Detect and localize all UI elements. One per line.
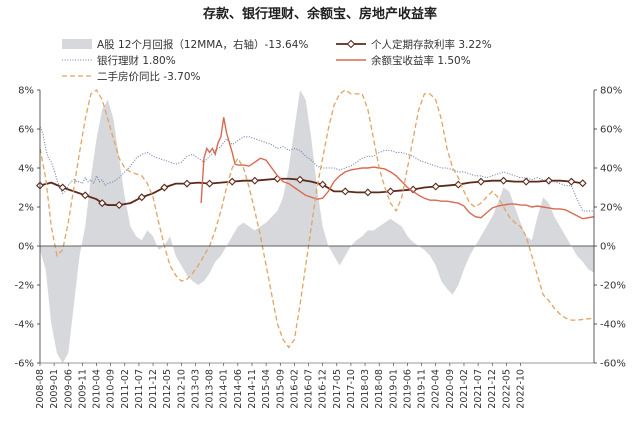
deposit-rate-marker bbox=[160, 183, 169, 192]
x-tick-label: 2021-02 bbox=[459, 369, 470, 409]
x-tick-label: 2014-01 bbox=[219, 369, 230, 409]
right-tick-label: 20% bbox=[600, 203, 622, 214]
right-tick-label: -20% bbox=[600, 281, 626, 292]
x-tick-label: 2022-05 bbox=[501, 369, 512, 409]
x-tick-label: 2009-06 bbox=[63, 369, 74, 409]
x-tick-label: 2014-06 bbox=[233, 369, 244, 409]
left-tick-label: 2% bbox=[18, 203, 34, 214]
deposit-rate-marker bbox=[318, 180, 327, 189]
legend-item: 二手房价同比 -3.70% bbox=[62, 70, 201, 83]
x-tick-label: 2019-06 bbox=[402, 369, 413, 409]
deposit-rate-marker bbox=[250, 176, 259, 185]
right-tick-label: -40% bbox=[600, 320, 626, 331]
left-tick-label: 0% bbox=[18, 242, 34, 253]
x-tick-label: 2022-10 bbox=[516, 369, 527, 409]
series-line-yuebao bbox=[200, 117, 595, 220]
legend-label: 余额宝收益率 1.50% bbox=[371, 54, 471, 67]
x-tick-label: 2020-09 bbox=[445, 369, 456, 409]
legend-label: 二手房价同比 -3.70% bbox=[97, 70, 201, 83]
left-tick-label: -4% bbox=[15, 320, 34, 331]
x-tick-label: 2013-03 bbox=[190, 369, 201, 409]
right-tick-label: -60% bbox=[600, 359, 626, 370]
x-tick-label: 2013-08 bbox=[205, 369, 216, 409]
x-tick-label: 2014-11 bbox=[247, 369, 258, 409]
x-tick-label: 2009-01 bbox=[49, 369, 60, 409]
legend-item: 个人定期存款利率 3.22% bbox=[336, 38, 492, 51]
x-tick-label: 2017-10 bbox=[346, 369, 357, 409]
x-tick-label: 2021-12 bbox=[487, 369, 498, 409]
x-tick-label: 2018-03 bbox=[360, 369, 371, 409]
chart-title: 存款、银行理财、余额宝、房地产收益率 bbox=[203, 6, 437, 22]
deposit-rate-marker bbox=[476, 177, 485, 186]
deposit-rate-marker bbox=[183, 179, 191, 188]
deposit-rate-marker bbox=[578, 179, 587, 188]
left-tick-label: -2% bbox=[15, 281, 34, 292]
right-tick-label: 80% bbox=[600, 86, 622, 97]
legend-swatch-diamond bbox=[346, 39, 356, 49]
left-tick-label: 6% bbox=[18, 125, 34, 136]
legend-item: A股 12个月回报（12MMA，右轴）-13.64% bbox=[62, 38, 308, 51]
x-tick-label: 2017-05 bbox=[332, 369, 343, 409]
deposit-rate-marker bbox=[115, 201, 124, 210]
deposit-rate-marker bbox=[98, 199, 107, 208]
x-tick-label: 2015-04 bbox=[261, 369, 272, 409]
x-tick-label: 2019-01 bbox=[388, 369, 399, 409]
deposit-rate-marker bbox=[205, 179, 214, 188]
x-tick-label: 2010-04 bbox=[92, 369, 103, 409]
deposit-rate-marker bbox=[409, 185, 418, 194]
deposit-rate-marker bbox=[58, 183, 67, 192]
x-tick-label: 2012-10 bbox=[176, 369, 187, 409]
deposit-rate-marker bbox=[137, 193, 146, 202]
left-tick-label: 4% bbox=[18, 164, 34, 175]
x-tick-label: 2011-12 bbox=[148, 369, 159, 409]
x-tick-label: 2016-12 bbox=[318, 369, 329, 409]
right-tick-label: 40% bbox=[600, 164, 622, 175]
left-tick-label: -6% bbox=[15, 359, 34, 370]
deposit-rate-marker bbox=[81, 191, 90, 200]
x-tick-label: 2009-11 bbox=[77, 369, 88, 409]
series-area-a-share-return bbox=[40, 90, 594, 363]
deposit-rate-marker bbox=[567, 177, 576, 186]
legend-label: 个人定期存款利率 3.22% bbox=[371, 38, 492, 51]
deposit-rate-marker bbox=[522, 177, 531, 186]
right-tick-label: 60% bbox=[600, 125, 622, 136]
deposit-rate-marker bbox=[296, 175, 305, 184]
series-line-bank-wealth bbox=[39, 126, 594, 212]
legend-item: 余额宝收益率 1.50% bbox=[336, 54, 471, 67]
x-tick-label: 2019-11 bbox=[417, 369, 428, 409]
x-tick-label: 2012-05 bbox=[162, 369, 173, 409]
left-tick-label: 8% bbox=[18, 86, 34, 97]
legend-item: 银行理财 1.80% bbox=[62, 54, 176, 67]
x-tick-label: 2021-07 bbox=[473, 369, 484, 409]
x-tick-label: 2016-07 bbox=[304, 369, 315, 409]
x-tick-label: 2018-08 bbox=[374, 369, 385, 409]
deposit-rate-marker bbox=[431, 182, 440, 191]
deposit-rate-marker bbox=[499, 176, 508, 185]
legend-label: 银行理财 1.80% bbox=[97, 54, 176, 67]
deposit-rate-marker bbox=[544, 176, 553, 185]
x-tick-label: 2016-02 bbox=[289, 369, 300, 409]
x-tick-label: 2011-02 bbox=[120, 369, 131, 409]
right-tick-label: 0% bbox=[600, 242, 616, 253]
deposit-rate-marker bbox=[341, 187, 350, 196]
deposit-rate-marker bbox=[363, 188, 372, 197]
deposit-rate-marker bbox=[386, 187, 395, 196]
deposit-rate-marker bbox=[228, 177, 237, 186]
x-tick-label: 2010-09 bbox=[106, 369, 117, 409]
legend-label: A股 12个月回报（12MMA，右轴）-13.64% bbox=[97, 38, 308, 51]
x-tick-label: 2008-08 bbox=[35, 369, 46, 409]
series-line-housing-price-yoy bbox=[39, 89, 595, 349]
x-tick-label: 2020-04 bbox=[431, 369, 442, 409]
legend-swatch-area bbox=[62, 39, 92, 49]
x-tick-label: 2011-07 bbox=[134, 369, 145, 409]
x-tick-label: 2015-09 bbox=[275, 369, 286, 409]
